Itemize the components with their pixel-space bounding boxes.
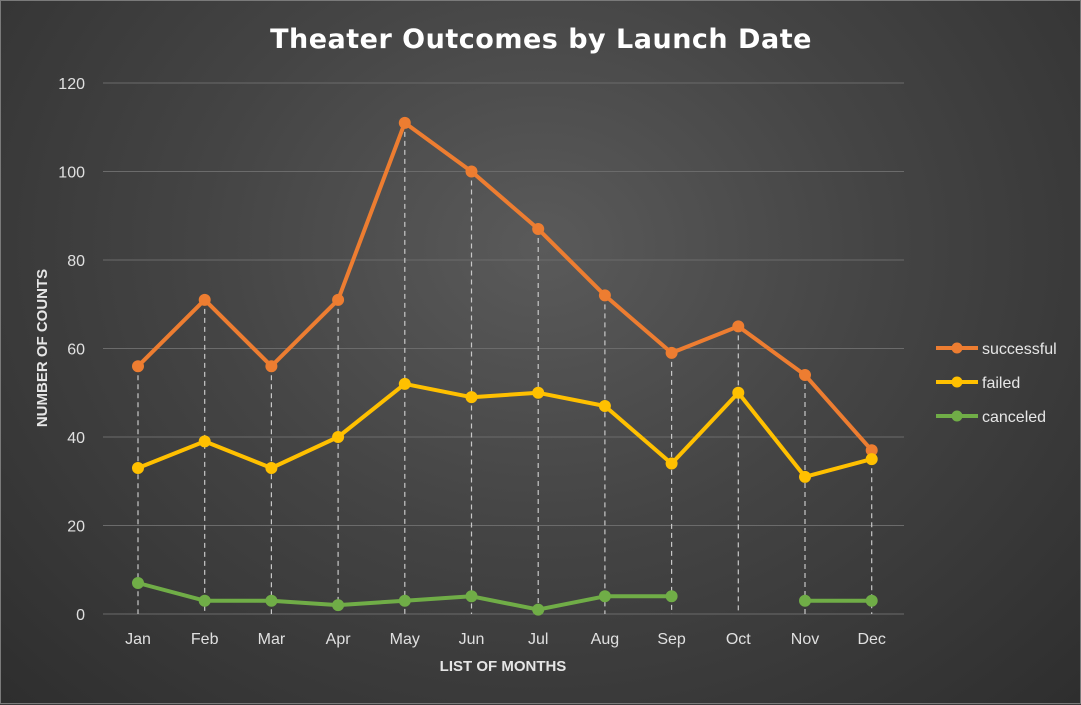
y-axis-ticks: 0 20 40 60 80 100 120 [58,76,85,624]
x-tick-label: Jul [528,631,548,648]
series-canceled [132,577,878,616]
x-tick-label: Oct [726,631,751,648]
legend-marker [951,376,963,388]
data-point-successful [465,165,478,178]
data-point-successful [665,346,678,359]
data-point-successful [732,320,745,333]
data-point-canceled [865,594,878,607]
data-point-canceled [665,590,678,603]
y-tick-label: 80 [67,253,85,270]
y-tick-label: 60 [67,342,85,359]
y-tick-label: 100 [58,165,85,182]
drop-lines [137,122,873,614]
data-point-failed [799,470,811,483]
data-point-successful [332,293,345,306]
data-point-successful [132,360,144,373]
data-point-failed [332,431,345,443]
data-point-failed [665,457,678,470]
x-tick-label: Jan [125,631,151,648]
chart-title: Theater Outcomes by Launch Date [270,24,812,55]
data-point-failed [398,377,411,390]
legend: successful failed canceled [936,341,1057,426]
data-point-canceled [332,599,345,612]
data-point-failed [732,386,745,399]
data-point-canceled [799,594,811,607]
y-tick-label: 20 [67,519,85,536]
y-axis-label: NUMBER OF COUNTS [34,269,51,427]
data-point-failed [132,461,144,474]
legend-label: failed [982,375,1020,392]
data-point-canceled [598,590,611,603]
data-point-canceled [132,577,144,590]
legend-label: successful [982,341,1057,358]
series-line-successful [136,120,874,453]
gridlines [103,82,904,615]
x-tick-label: May [390,631,420,648]
legend-label: canceled [982,409,1046,426]
x-axis-ticks: Jan Feb Mar Apr May Jun Jul Aug Sep Oct Nov Dec [125,631,886,648]
y-tick-label: 0 [76,607,85,624]
x-axis-label: LIST OF MONTHS [440,658,567,675]
x-tick-label: Apr [326,631,352,648]
data-point-failed [865,453,878,466]
legend-item-failed: failed [936,375,1020,392]
x-tick-label: Jun [459,631,485,648]
data-point-successful [532,223,545,236]
legend-marker [951,410,963,422]
data-point-successful [398,116,411,129]
series-successful [132,116,878,457]
data-point-canceled [398,594,411,607]
x-tick-label: Feb [191,631,219,648]
legend-marker [951,342,963,354]
data-point-successful [265,360,278,373]
x-tick-label: Dec [857,631,885,648]
data-point-successful [799,369,811,382]
legend-item-successful: successful [936,341,1057,358]
y-tick-label: 40 [67,430,85,447]
legend-item-canceled: canceled [936,409,1046,426]
x-tick-label: Aug [591,631,619,648]
data-point-canceled [265,594,278,607]
data-point-failed [465,391,478,404]
series-line-canceled [136,581,874,612]
series-layer [132,116,878,616]
data-point-canceled [532,603,545,616]
data-point-canceled [198,594,211,607]
x-tick-label: Mar [258,631,286,648]
data-point-failed [265,461,278,474]
data-point-failed [598,400,611,413]
x-tick-label: Sep [657,631,686,648]
data-point-failed [198,435,211,448]
data-point-canceled [465,590,478,603]
x-tick-label: Nov [791,631,819,648]
series-failed [132,377,878,483]
data-point-successful [598,289,611,302]
y-tick-label: 120 [58,76,85,93]
series-line-failed [136,381,874,479]
data-point-successful [198,293,211,306]
data-point-failed [532,386,545,399]
